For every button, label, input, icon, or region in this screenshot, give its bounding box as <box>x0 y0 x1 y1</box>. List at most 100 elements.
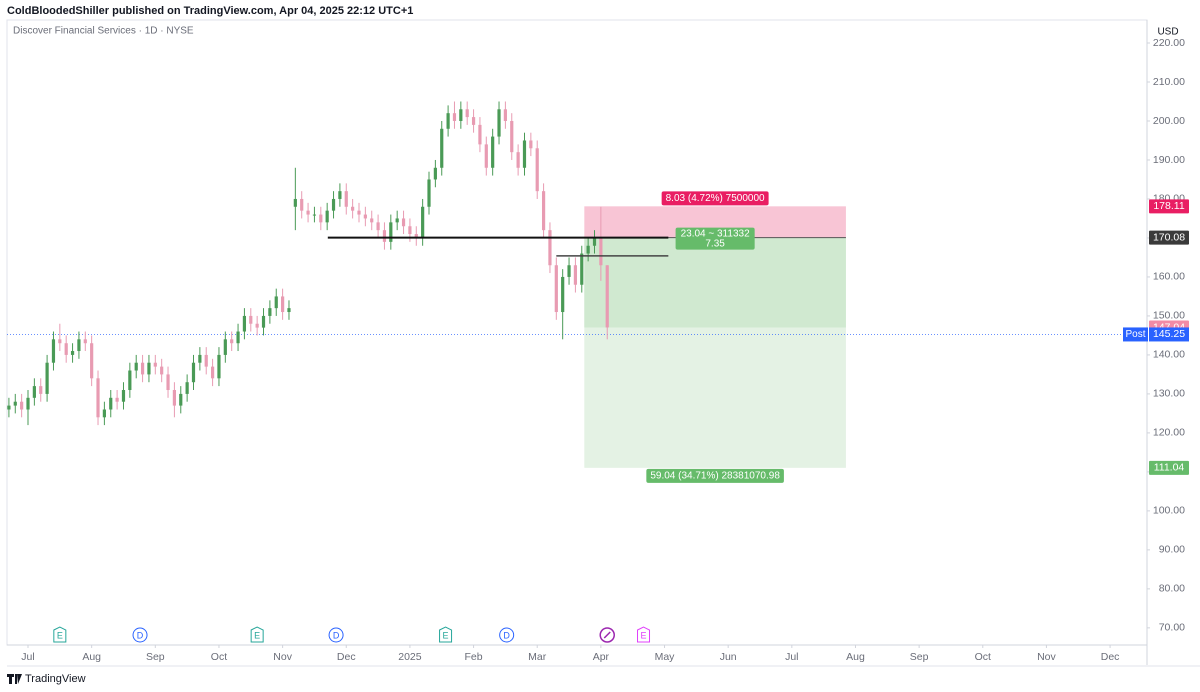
candle-body <box>421 206 425 238</box>
candle-body <box>535 148 539 192</box>
candle-body <box>484 144 488 168</box>
candle-body <box>510 120 514 153</box>
publisher: ColdBloodedShiller published on TradingV… <box>7 5 413 17</box>
candle-body <box>102 409 106 418</box>
candle-body <box>115 397 119 402</box>
info-label-text: 23.04 ~ 311332 <box>681 228 750 239</box>
candle-body <box>491 136 495 168</box>
candle-body <box>446 113 450 129</box>
candle-body <box>230 339 234 344</box>
candle-body <box>147 362 151 375</box>
post-price-text: 145.25 <box>1153 328 1185 340</box>
event-label: E <box>641 630 647 640</box>
candle-body <box>249 315 253 324</box>
logo <box>7 674 22 684</box>
y-tick-label: 140.00 <box>1153 349 1185 361</box>
candle-body <box>599 237 603 266</box>
x-tick-label: 2025 <box>398 651 422 663</box>
x-tick-label: Nov <box>273 651 292 663</box>
x-tick-label: Mar <box>528 651 547 663</box>
price-label-text: 170.08 <box>1153 231 1185 243</box>
candle-body <box>191 362 196 383</box>
event-marker: D <box>328 627 344 643</box>
candle-body <box>351 206 355 211</box>
stop-label-text: 8.03 (4.72%) 7500000 <box>666 193 765 204</box>
candle-body <box>306 210 310 215</box>
candle-body <box>90 343 94 379</box>
event-marker: E <box>250 626 264 643</box>
candle-body <box>395 218 399 223</box>
candle-body <box>274 296 278 309</box>
candle-body <box>554 265 558 313</box>
candle-body <box>592 237 597 246</box>
candle-body <box>440 128 444 168</box>
event-label: D <box>503 630 510 640</box>
event-label: D <box>333 630 340 640</box>
event-icon <box>637 626 651 643</box>
candle-body <box>408 226 412 235</box>
candle-body <box>478 124 482 145</box>
candle-body <box>255 323 259 328</box>
open-profit-zone <box>584 237 846 328</box>
candle-body <box>357 210 361 215</box>
candle-body <box>242 315 247 332</box>
candle-body <box>331 198 336 211</box>
y-tick-label: 70.00 <box>1159 622 1185 634</box>
post-tag: Post <box>1125 329 1145 340</box>
candle-body <box>427 179 431 207</box>
post-label: Post 145.25 <box>1123 327 1189 342</box>
candle-body <box>433 167 437 180</box>
post-tag-bg <box>1123 327 1148 342</box>
split-icon-mark <box>603 631 611 639</box>
x-tick-label: Aug <box>846 651 865 663</box>
symbol-title: Discover Financial Services · 1D · NYSE <box>13 26 194 37</box>
candle-body <box>370 218 374 223</box>
event-marker: D <box>132 627 148 643</box>
candle-body <box>401 218 406 227</box>
candle-body <box>465 109 469 118</box>
candle-body <box>166 374 170 391</box>
event-label: E <box>443 630 449 640</box>
price-label-bg <box>1149 199 1189 214</box>
x-tick-label: Jul <box>785 651 798 663</box>
y-tick-label: 220.00 <box>1153 37 1185 49</box>
price-label-bg <box>1149 230 1189 245</box>
candle-body <box>223 339 227 355</box>
candle-body <box>561 276 565 313</box>
price-label: 170.08 <box>1149 230 1189 245</box>
info-label-text: 7.35 <box>705 238 725 249</box>
candle-body <box>586 245 590 254</box>
x-tick-label: Sep <box>146 651 165 663</box>
candle-body <box>497 109 501 137</box>
candle-body <box>64 343 68 355</box>
candle-body <box>300 198 304 211</box>
candle-body <box>261 315 266 328</box>
candle-body <box>210 366 215 379</box>
candle-body <box>605 265 609 328</box>
target-label: 59.04 (34.71%) 28381070.98 <box>646 468 784 483</box>
candle-body <box>77 339 81 352</box>
axes: 70.0080.0090.00100.00110.00120.00130.001… <box>21 37 1185 663</box>
candle-body <box>516 152 520 168</box>
candle-body <box>13 401 17 406</box>
stop-label-bg <box>661 191 769 206</box>
y-tick-label: 80.00 <box>1159 583 1185 595</box>
x-tick-label: May <box>655 651 676 663</box>
candle-body <box>382 230 387 242</box>
event-marker: D <box>499 627 515 643</box>
event-label: E <box>254 630 260 640</box>
candle-body <box>83 339 87 344</box>
candle-body <box>312 214 317 216</box>
candle-body <box>363 214 367 219</box>
candle-body <box>281 296 285 313</box>
event-marker: E <box>53 626 67 643</box>
candle-body <box>548 230 552 266</box>
candle-body <box>45 362 49 394</box>
candle-body <box>70 351 75 355</box>
x-tick-label: Nov <box>1037 651 1056 663</box>
x-tick-label: Apr <box>593 651 610 663</box>
price-label-bg <box>1149 460 1189 475</box>
candle-body <box>325 210 329 223</box>
post-price-bg <box>1149 327 1189 342</box>
